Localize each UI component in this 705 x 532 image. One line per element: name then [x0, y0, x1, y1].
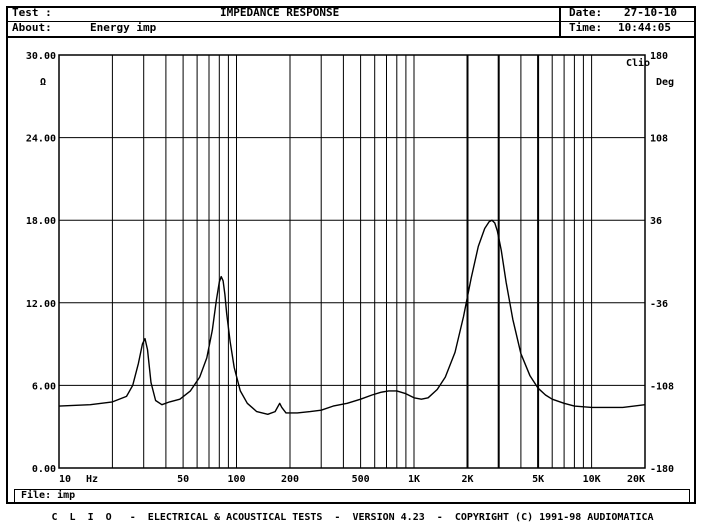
x-tick-label-5K: 5K	[532, 474, 544, 485]
x-tick-label-100: 100	[227, 474, 245, 485]
y-tick-label-12: 12.00	[26, 299, 56, 310]
y2-tick-label--108: -108	[650, 381, 674, 392]
time-label: Time:	[569, 21, 603, 34]
x-tick-label-10: 10	[59, 474, 71, 485]
x-axis-unit: Hz	[86, 474, 98, 485]
header-panel: Test : IMPEDANCE RESPONSE Date: 27-10-10…	[6, 6, 696, 38]
y-tick-label-30: 30.00	[26, 51, 56, 62]
x-tick-label-2K: 2K	[461, 474, 473, 485]
left-axis-unit: Ω	[40, 77, 46, 88]
x-tick-label-1K: 1K	[408, 474, 420, 485]
y-tick-label-0: 0.00	[32, 464, 56, 475]
header-row-test: Test : IMPEDANCE RESPONSE Date: 27-10-10	[6, 6, 696, 22]
x-tick-label-10K: 10K	[583, 474, 601, 485]
curve-layer	[58, 219, 646, 415]
impedance-curve-0	[58, 219, 646, 415]
test-label: Test :	[12, 6, 52, 19]
x-tick-label-50: 50	[177, 474, 189, 485]
about-value: Energy imp	[90, 21, 157, 34]
y2-tick-label--180: -180	[650, 464, 674, 475]
file-name: File: imp	[21, 490, 76, 501]
y2-tick-label-108: 108	[650, 134, 668, 145]
y2-tick-label-36: 36	[650, 216, 662, 227]
time-value: 10:44:05	[618, 21, 671, 34]
right-axis-unit: Deg	[656, 77, 674, 88]
about-label: About:	[12, 21, 52, 34]
x-tick-label-20K: 20K	[627, 474, 645, 485]
x-tick-label-500: 500	[352, 474, 370, 485]
test-title: IMPEDANCE RESPONSE	[220, 6, 340, 19]
date-value: 27-10-10	[624, 6, 677, 19]
y2-tick-label-180: 180	[650, 51, 668, 62]
header-divider	[559, 6, 561, 38]
grid-layer	[58, 54, 646, 469]
x-tick-label-200: 200	[281, 474, 299, 485]
window-frame	[6, 6, 696, 504]
y-tick-label-24: 24.00	[26, 134, 56, 145]
plot-border	[58, 54, 646, 469]
file-bar: File: imp	[14, 489, 690, 503]
clio-corner-label: Clio	[626, 57, 650, 69]
date-label: Date:	[569, 6, 603, 19]
y2-tick-label--36: -36	[650, 299, 668, 310]
y-tick-label-18: 18.00	[26, 216, 56, 227]
footer-banner: C L I O - ELECTRICAL & ACOUSTICAL TESTS …	[51, 512, 654, 523]
axis-labels: Clio Deg Ω Hz 0.00 6.00 12.00 18.00 24.00 30.…	[26, 51, 674, 485]
header-row-about: About: Energy imp Time: 10:44:05	[6, 21, 696, 38]
y-tick-label-6: 6.00	[32, 381, 56, 392]
